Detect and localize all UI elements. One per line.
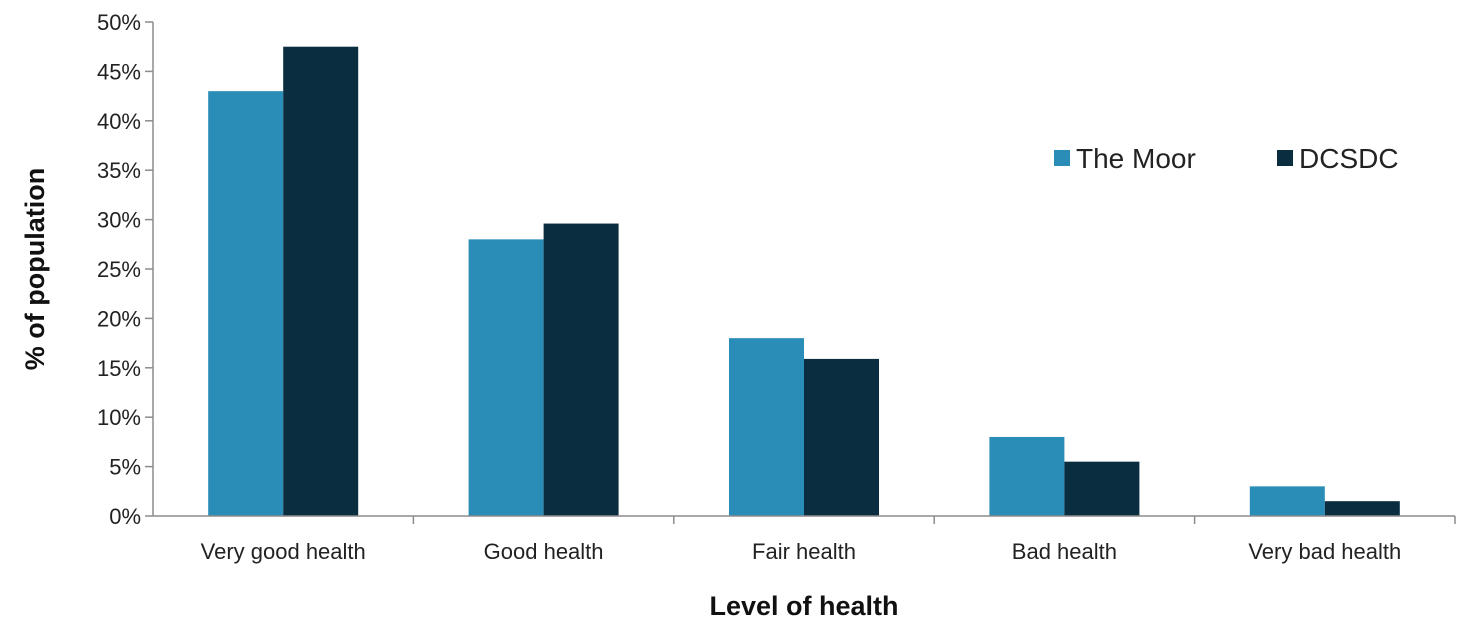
y-axis-tick-labels: 0% 5% 10% 15% 20% 25% 30% 35% 40% 45% 50% [97,10,141,529]
x-tick-label: Very good health [201,539,366,564]
bar [1324,501,1400,516]
x-axis-ticks [412,516,1456,524]
bar [208,91,284,516]
legend-swatch [1277,150,1293,166]
y-tick-label: 40% [97,109,141,134]
legend: The Moor DCSDC [1054,143,1399,174]
legend-label: DCSDC [1299,143,1399,174]
bar [989,436,1065,516]
bar [468,239,544,517]
x-tick-label: Very bad health [1248,539,1401,564]
y-axis-ticks [145,21,153,517]
y-tick-label: 30% [97,208,141,233]
y-tick-label: 10% [97,405,141,430]
bar [283,46,359,516]
y-tick-label: 50% [97,10,141,35]
y-tick-label: 5% [109,455,141,480]
y-tick-label: 35% [97,158,141,183]
legend-label: The Moor [1076,143,1196,174]
bar [543,223,619,516]
x-axis-title: Level of health [709,591,898,619]
y-axis-title: % of population [20,168,50,370]
x-tick-label: Bad health [1012,539,1117,564]
legend-swatch [1054,150,1070,166]
x-tick-label: Good health [484,539,604,564]
y-tick-label: 45% [97,59,141,84]
bars-group [208,46,1400,517]
bar [804,358,879,516]
bar [1064,461,1140,516]
x-tick-label: Fair health [752,539,856,564]
bar [1249,486,1325,516]
x-axis-tick-labels: Very good health Good health Fair health Ba… [201,539,1402,564]
y-tick-label: 15% [97,356,141,381]
y-tick-label: 25% [97,257,141,282]
y-tick-label: 20% [97,306,141,331]
y-tick-label: 0% [109,504,141,529]
bar [729,338,804,516]
